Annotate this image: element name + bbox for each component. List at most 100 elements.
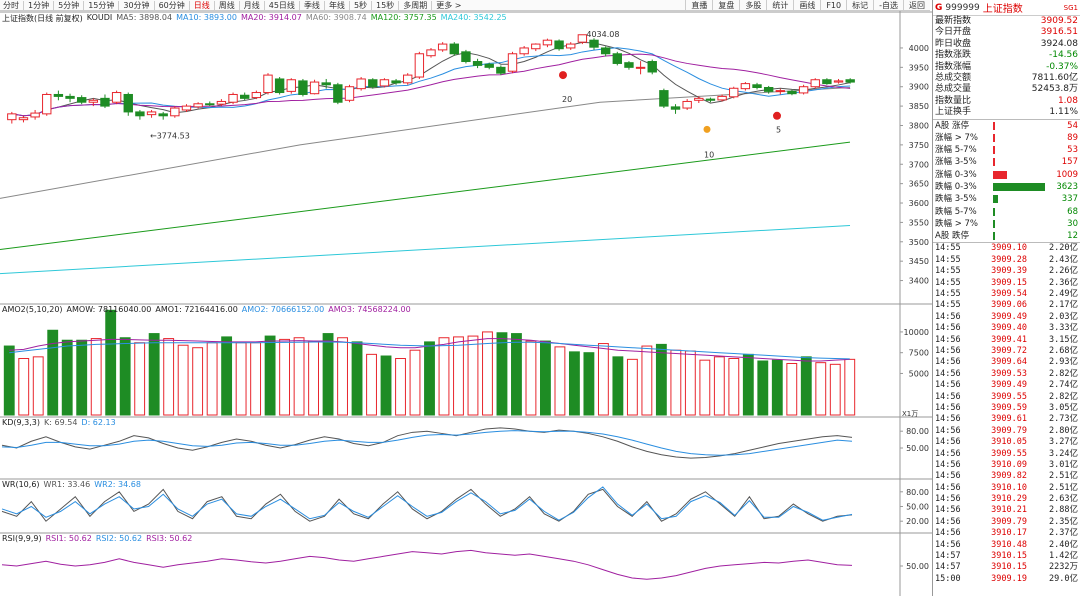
amo-bar[interactable]	[351, 341, 363, 416]
amo-bar[interactable]	[380, 355, 392, 416]
toolbar-button[interactable]: 返回	[903, 0, 930, 11]
amo-bar[interactable]	[728, 358, 740, 416]
amo-bar[interactable]	[322, 333, 334, 416]
amo-bar[interactable]	[90, 338, 102, 416]
period-button[interactable]: 5分钟	[58, 0, 80, 10]
candle-body[interactable]	[845, 79, 855, 83]
candle-body[interactable]	[426, 49, 436, 57]
candle-body[interactable]	[729, 87, 739, 98]
candle-body[interactable]	[554, 40, 564, 50]
candle-body[interactable]	[379, 79, 390, 87]
amo-bar[interactable]	[771, 359, 783, 416]
candle-body[interactable]	[7, 113, 17, 121]
candle-body[interactable]	[833, 80, 844, 83]
candle-body[interactable]	[391, 80, 401, 84]
amo-bar[interactable]	[163, 338, 175, 416]
candle-body[interactable]	[42, 93, 52, 115]
amo-bar[interactable]	[612, 356, 624, 416]
tick-list[interactable]: 14:55 3909.10 2.20亿 14:55 3909.28 2.43亿 14:55 3…	[933, 243, 1080, 585]
candle-body[interactable]	[635, 66, 646, 69]
candle-body[interactable]	[798, 86, 809, 94]
chart-canvas[interactable]: 4000 3950 3900 3850 3800 3750 3700 3650 3600 3550…	[0, 11, 932, 596]
amo-bar[interactable]	[264, 335, 276, 416]
candle-body[interactable]	[146, 111, 157, 116]
candle-body[interactable]	[356, 78, 366, 90]
candle-body[interactable]	[76, 97, 87, 103]
amo-bar[interactable]	[177, 344, 189, 416]
amo-bar[interactable]	[800, 356, 812, 416]
candle-body[interactable]	[193, 103, 203, 108]
tick-row[interactable]: 14:55 3909.39 2.26亿	[933, 266, 1080, 277]
tick-row[interactable]: 14:56 3909.49 2.03亿	[933, 312, 1080, 323]
amo-bar[interactable]	[279, 338, 291, 416]
candle-body[interactable]	[682, 100, 692, 109]
amo-bar[interactable]	[148, 333, 160, 416]
toolbar-button[interactable]: -自选	[873, 0, 903, 11]
candle-body[interactable]	[53, 93, 64, 97]
amo-bar[interactable]	[554, 346, 566, 416]
candle-body[interactable]	[251, 92, 262, 99]
toolbar-button[interactable]: 标记	[846, 0, 873, 11]
candle-body[interactable]	[577, 34, 588, 43]
amo-bar[interactable]	[453, 336, 464, 416]
tick-row[interactable]: 14:56 3909.59 3.05亿	[933, 403, 1080, 414]
toolbar-button[interactable]: 画线	[793, 0, 820, 11]
amo-bar[interactable]	[829, 363, 841, 416]
amo-bar[interactable]	[424, 341, 435, 416]
candle-body[interactable]	[740, 83, 751, 90]
period-button[interactable]: 年线	[328, 0, 345, 10]
candle-body[interactable]	[65, 95, 75, 99]
amo-bar[interactable]	[511, 333, 522, 416]
candle-body[interactable]	[822, 79, 832, 85]
period-button[interactable]: 60分钟	[158, 0, 185, 10]
tick-row[interactable]: 14:56 3910.09 3.01亿	[933, 460, 1080, 471]
tick-row[interactable]: 14:56 3910.21 2.88亿	[933, 505, 1080, 516]
candle-body[interactable]	[333, 84, 343, 103]
tick-row[interactable]: 14:56 3909.64 2.93亿	[933, 357, 1080, 368]
amo-bar[interactable]	[641, 345, 653, 416]
amo-bar[interactable]	[119, 337, 131, 416]
tick-row[interactable]: 14:56 3909.40 3.33亿	[933, 323, 1080, 334]
candle-body[interactable]	[298, 80, 308, 95]
amo-bar[interactable]	[235, 342, 247, 416]
candle-body[interactable]	[158, 113, 168, 117]
amo-bar[interactable]	[409, 349, 421, 416]
amo-bar[interactable]	[540, 340, 551, 416]
tick-row[interactable]: 14:56 3910.05 3.27亿	[933, 437, 1080, 448]
amo-bar[interactable]	[684, 350, 696, 416]
amo-bar[interactable]	[366, 353, 377, 416]
amo-bar[interactable]	[670, 349, 682, 416]
candle-body[interactable]	[566, 43, 576, 49]
period-button[interactable]: 30分钟	[123, 0, 150, 10]
candle-body[interactable]	[589, 39, 599, 48]
candle-body[interactable]	[309, 81, 320, 95]
amo-bar[interactable]	[105, 309, 117, 416]
period-button[interactable]: 多周期	[403, 0, 428, 10]
signal-orange-icon[interactable]	[703, 125, 711, 133]
candle-body[interactable]	[263, 74, 273, 94]
amo-bar[interactable]	[438, 337, 450, 416]
amo-bar[interactable]	[134, 342, 146, 416]
amo-bar[interactable]	[583, 352, 595, 416]
tick-row[interactable]: 14:56 3910.29 2.63亿	[933, 494, 1080, 505]
amo-bar[interactable]	[844, 358, 856, 416]
tick-row[interactable]: 14:56 3909.79 2.35亿	[933, 517, 1080, 528]
group-badge[interactable]: G	[935, 2, 943, 13]
amo-bar[interactable]	[699, 359, 711, 416]
amo-bar[interactable]	[308, 340, 319, 416]
tick-row[interactable]: 14:57 3910.15 2232万	[933, 562, 1080, 573]
period-button[interactable]: 5秒	[353, 0, 368, 10]
amo-bar[interactable]	[76, 339, 88, 416]
tick-row[interactable]: 14:56 3909.61 2.73亿	[933, 414, 1080, 425]
candle-body[interactable]	[647, 61, 657, 73]
candle-body[interactable]	[519, 47, 529, 55]
amo-bar[interactable]	[496, 332, 508, 416]
tick-row[interactable]: 14:57 3910.15 1.42亿	[933, 551, 1080, 562]
candle-body[interactable]	[496, 66, 506, 74]
amo-bar[interactable]	[293, 337, 305, 416]
candle-body[interactable]	[484, 63, 494, 68]
candle-body[interactable]	[542, 39, 553, 46]
candle-body[interactable]	[274, 78, 285, 94]
toolbar-button[interactable]: 复盘	[712, 0, 739, 11]
candle-body[interactable]	[88, 99, 99, 103]
